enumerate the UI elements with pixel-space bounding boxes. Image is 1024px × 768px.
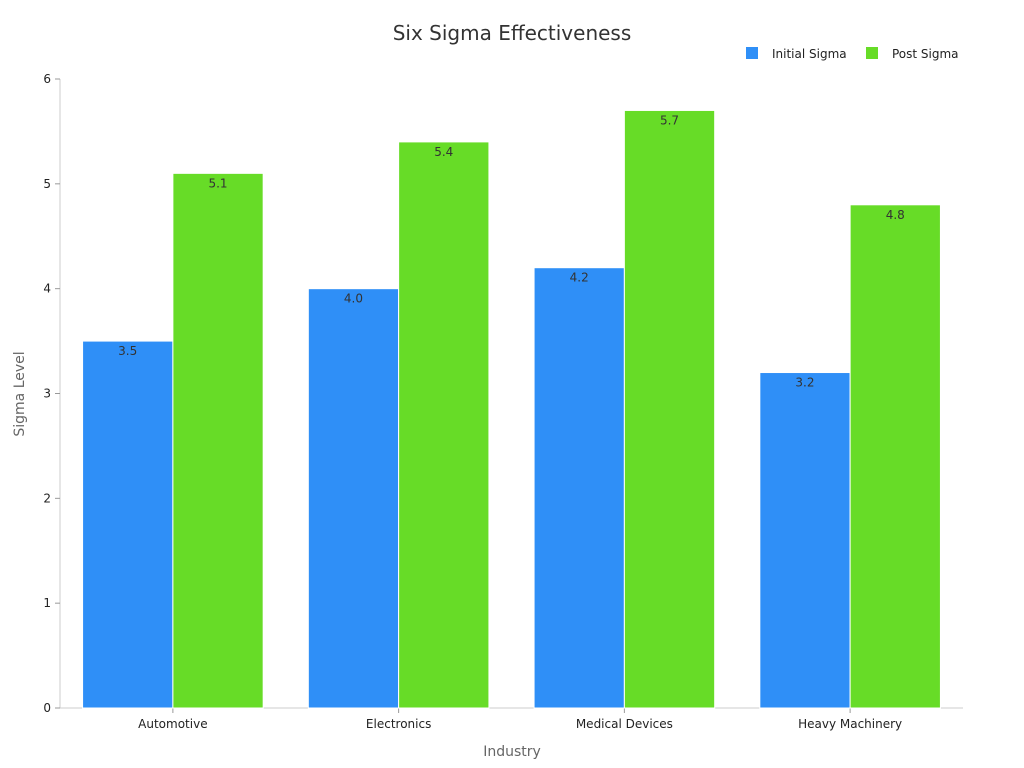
y-axis: 0 1 2 3 4 5 6 — [43, 72, 61, 715]
legend: Initial Sigma Post Sigma — [746, 47, 959, 61]
legend-label[interactable]: Initial Sigma — [772, 47, 847, 61]
data-label: 4.0 — [344, 292, 363, 306]
legend-swatch — [746, 47, 758, 59]
y-tick-label: 2 — [43, 491, 51, 505]
data-labels: 3.5 5.1 4.0 5.4 4.2 5.7 3.2 4.8 — [118, 113, 905, 389]
y-tick-label: 6 — [43, 72, 51, 86]
bar-post-sigma[interactable] — [398, 141, 490, 709]
data-label: 5.1 — [208, 176, 227, 190]
x-tick-label: Electronics — [366, 717, 431, 731]
bars — [82, 109, 941, 709]
data-label: 3.5 — [118, 344, 137, 358]
bar-post-sigma[interactable] — [849, 204, 941, 709]
x-tick-label: Medical Devices — [576, 717, 673, 731]
bar-initial-sigma[interactable] — [533, 267, 625, 709]
bar-initial-sigma[interactable] — [759, 372, 851, 709]
chart-title: Six Sigma Effectiveness — [393, 21, 632, 45]
x-tick-label: Heavy Machinery — [798, 717, 902, 731]
data-label: 5.7 — [660, 113, 679, 127]
x-axis: Automotive Electronics Medical Devices Heav… — [60, 707, 963, 731]
y-tick-label: 4 — [43, 282, 51, 296]
legend-label[interactable]: Post Sigma — [892, 47, 959, 61]
x-axis-title: Industry — [483, 744, 541, 760]
data-label: 5.4 — [434, 145, 453, 159]
legend-swatch — [866, 47, 878, 59]
y-tick-label: 1 — [43, 596, 51, 610]
data-label: 4.8 — [886, 208, 905, 222]
y-tick-label: 3 — [43, 387, 51, 401]
y-tick-label: 5 — [43, 177, 51, 191]
bar-initial-sigma[interactable] — [307, 288, 400, 709]
bar-post-sigma[interactable] — [623, 109, 716, 709]
x-tick-label: Automotive — [138, 717, 207, 731]
data-label: 3.2 — [795, 376, 814, 390]
y-tick-label: 0 — [43, 701, 51, 715]
y-axis-title: Sigma Level — [12, 351, 28, 436]
data-label: 4.2 — [570, 271, 589, 285]
bar-post-sigma[interactable] — [172, 172, 264, 709]
bar-initial-sigma[interactable] — [82, 340, 174, 709]
